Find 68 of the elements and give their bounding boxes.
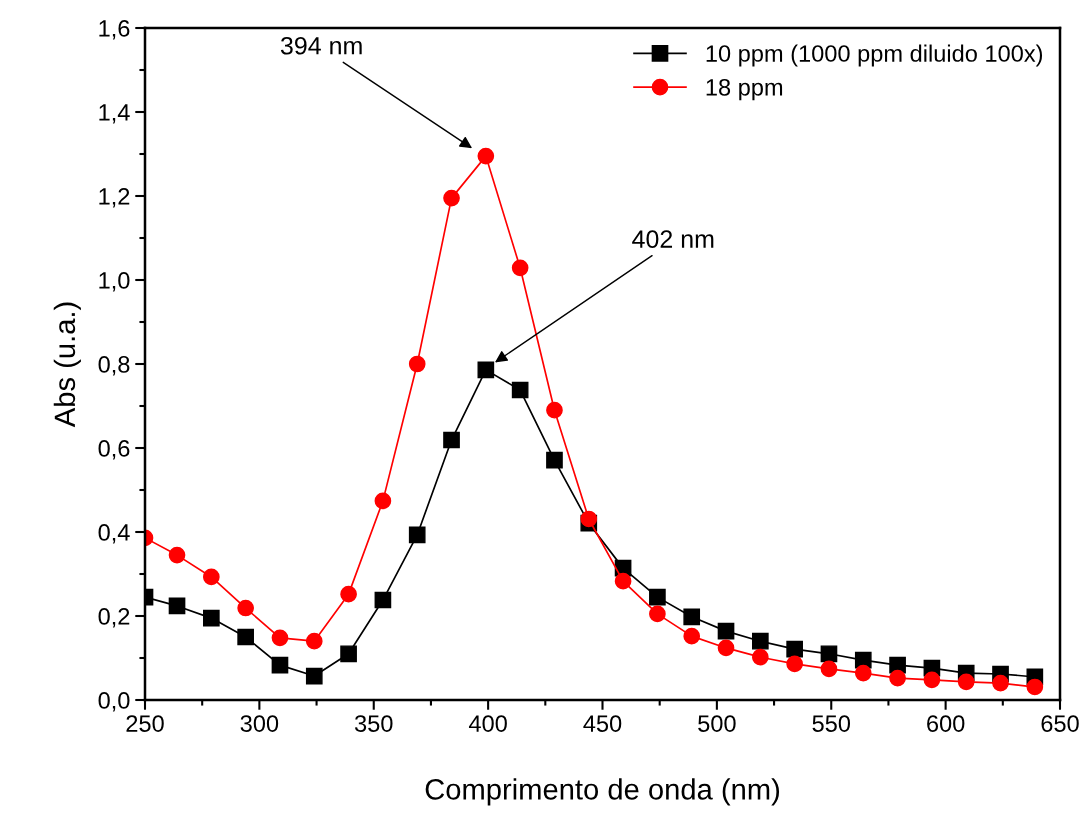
y-tick-label: 0,2 [98, 608, 130, 628]
point [1026, 678, 1044, 696]
y-tick-label: 1,6 [99, 20, 130, 40]
point [374, 492, 392, 510]
point [752, 632, 769, 650]
point [203, 568, 220, 586]
x-tick-label: 400 [468, 715, 507, 732]
point [683, 627, 701, 645]
point [992, 674, 1009, 692]
point [957, 673, 975, 691]
point [683, 608, 701, 626]
x-axis-title: Comprimento de onda (nm) [425, 778, 780, 806]
point [923, 671, 941, 689]
x-tick-label: 500 [698, 715, 736, 732]
legend-label: 18 ppm [706, 78, 783, 101]
point [443, 431, 460, 449]
legend-label: 10 ppm (1000 ppm diluido 100x) [706, 44, 1043, 67]
point [511, 381, 529, 399]
y-tick-label: 1,4 [99, 104, 130, 124]
point [271, 629, 289, 647]
y-axis-title: Abs (u.a.) [53, 302, 81, 428]
point [340, 645, 357, 663]
point [546, 451, 563, 469]
point [546, 401, 563, 419]
point [649, 588, 666, 606]
point [408, 355, 426, 373]
point [889, 669, 906, 687]
point [786, 640, 803, 658]
x-tick-label: 350 [354, 715, 393, 732]
y-tick-label: 0,6 [98, 440, 130, 460]
y-tick-label: 1,2 [99, 188, 130, 208]
annotation: 394 nm [280, 36, 362, 55]
point [203, 609, 220, 627]
point [477, 147, 495, 165]
point [408, 526, 426, 544]
point [649, 605, 666, 623]
point [786, 655, 803, 673]
point [580, 510, 598, 528]
point [271, 656, 289, 674]
y-tick-label: 1,0 [99, 272, 130, 292]
point [443, 189, 460, 207]
point [752, 648, 769, 666]
point [820, 660, 838, 678]
point [511, 259, 529, 277]
x-tick-label: 450 [583, 715, 622, 732]
point [374, 591, 392, 609]
x-tick-label: 250 [126, 715, 164, 732]
point [854, 664, 872, 682]
point [237, 628, 254, 646]
y-tick-label: 0,0 [98, 692, 130, 712]
x-tick-label: 300 [240, 715, 279, 732]
point [305, 632, 323, 650]
point [168, 546, 186, 564]
x-tick-label: 600 [927, 715, 965, 732]
x-tick-label: 550 [812, 715, 851, 732]
point [168, 597, 186, 615]
annotation: 402 nm [632, 230, 714, 248]
y-tick-label: 0,4 [98, 524, 130, 544]
point [717, 622, 735, 640]
point [237, 599, 254, 617]
point [820, 645, 838, 663]
point [717, 639, 735, 657]
x-tick-label: 650 [1041, 715, 1079, 732]
point [477, 361, 495, 379]
point [340, 585, 357, 603]
y-tick-label: 0,8 [98, 356, 130, 376]
point [305, 667, 323, 685]
point [614, 572, 632, 590]
